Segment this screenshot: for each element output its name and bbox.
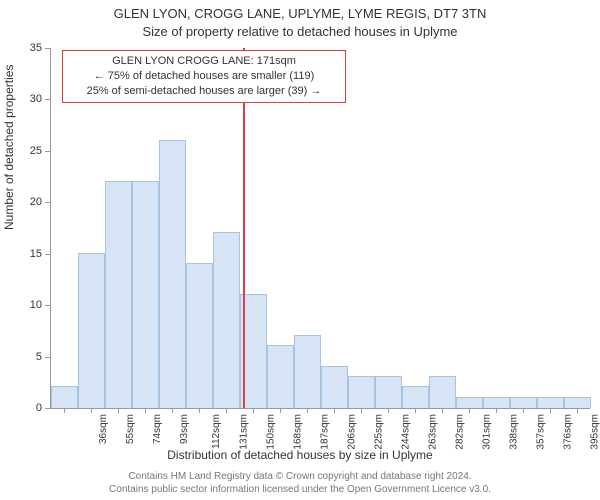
histogram-bar [213, 232, 241, 408]
chart-container: GLEN LYON, CROGG LANE, UPLYME, LYME REGI… [0, 0, 600, 500]
x-tick-label: 338sqm [508, 414, 519, 450]
annotation-line: GLEN LYON CROGG LANE: 171sqm [69, 54, 339, 69]
y-tick-mark [45, 254, 50, 255]
histogram-bar [564, 397, 592, 408]
y-tick-label: 30 [12, 93, 42, 105]
y-tick-label: 25 [12, 145, 42, 157]
annotation-line: 25% of semi-detached houses are larger (… [69, 84, 339, 99]
histogram-bar [294, 335, 322, 408]
x-tick-label: 244sqm [400, 414, 411, 450]
x-tick-mark [550, 408, 551, 413]
x-tick-mark [442, 408, 443, 413]
x-tick-label: 55sqm [125, 414, 136, 444]
x-tick-label: 150sqm [265, 414, 276, 450]
histogram-bar [483, 397, 511, 408]
x-tick-mark [388, 408, 389, 413]
y-tick-label: 0 [12, 402, 42, 414]
x-tick-label: 187sqm [319, 414, 330, 450]
x-tick-label: 36sqm [98, 414, 109, 444]
x-tick-mark [172, 408, 173, 413]
x-tick-label: 74sqm [152, 414, 163, 444]
x-tick-label: 263sqm [427, 414, 438, 450]
x-axis-line [50, 408, 590, 409]
histogram-bar [510, 397, 538, 408]
x-tick-mark [199, 408, 200, 413]
footer-line-2: Contains public sector information licen… [0, 484, 600, 497]
x-tick-label: 225sqm [373, 414, 384, 450]
x-tick-mark [64, 408, 65, 413]
histogram-bar [537, 397, 565, 408]
x-tick-mark [334, 408, 335, 413]
y-tick-mark [45, 357, 50, 358]
histogram-bar [51, 386, 79, 408]
x-tick-mark [253, 408, 254, 413]
x-tick-mark [307, 408, 308, 413]
x-tick-mark [361, 408, 362, 413]
histogram-bar [375, 376, 403, 408]
y-tick-mark [45, 408, 50, 409]
histogram-bar [159, 140, 187, 408]
x-tick-mark [145, 408, 146, 413]
histogram-bar [105, 181, 133, 408]
y-tick-mark [45, 202, 50, 203]
x-axis-label: Distribution of detached houses by size … [0, 448, 600, 462]
histogram-bar [186, 263, 214, 408]
x-tick-label: 206sqm [346, 414, 357, 450]
x-tick-label: 168sqm [292, 414, 303, 450]
y-tick-mark [45, 48, 50, 49]
annotation-line: ← 75% of detached houses are smaller (11… [69, 69, 339, 84]
footer-attribution: Contains HM Land Registry data © Crown c… [0, 471, 600, 496]
x-tick-mark [118, 408, 119, 413]
y-tick-label: 10 [12, 299, 42, 311]
x-tick-label: 301sqm [481, 414, 492, 450]
y-tick-label: 20 [12, 196, 42, 208]
histogram-bar [132, 181, 160, 408]
histogram-bar [456, 397, 484, 408]
y-tick-label: 5 [12, 351, 42, 363]
y-tick-mark [45, 99, 50, 100]
x-tick-label: 395sqm [589, 414, 600, 450]
y-tick-mark [45, 151, 50, 152]
histogram-bar [429, 376, 457, 408]
x-tick-label: 282sqm [454, 414, 465, 450]
y-tick-label: 35 [12, 42, 42, 54]
x-tick-mark [469, 408, 470, 413]
x-tick-mark [415, 408, 416, 413]
x-tick-mark [523, 408, 524, 413]
y-tick-label: 15 [12, 248, 42, 260]
footer-line-1: Contains HM Land Registry data © Crown c… [0, 471, 600, 484]
x-tick-label: 131sqm [238, 414, 249, 450]
histogram-bar [267, 345, 295, 408]
annotation-box: GLEN LYON CROGG LANE: 171sqm← 75% of det… [62, 50, 346, 103]
x-tick-mark [226, 408, 227, 413]
x-tick-label: 93sqm [179, 414, 190, 444]
x-tick-label: 376sqm [562, 414, 573, 450]
x-tick-label: 357sqm [535, 414, 546, 450]
histogram-bar [402, 386, 430, 408]
histogram-bar [78, 253, 106, 408]
histogram-bar [348, 376, 376, 408]
x-tick-mark [577, 408, 578, 413]
x-tick-mark [496, 408, 497, 413]
y-axis-line [50, 48, 51, 408]
chart-title-main: GLEN LYON, CROGG LANE, UPLYME, LYME REGI… [0, 6, 600, 21]
x-tick-mark [280, 408, 281, 413]
x-tick-mark [91, 408, 92, 413]
chart-title-sub: Size of property relative to detached ho… [0, 24, 600, 39]
x-tick-label: 112sqm [210, 414, 221, 449]
y-tick-mark [45, 305, 50, 306]
histogram-bar [321, 366, 349, 408]
